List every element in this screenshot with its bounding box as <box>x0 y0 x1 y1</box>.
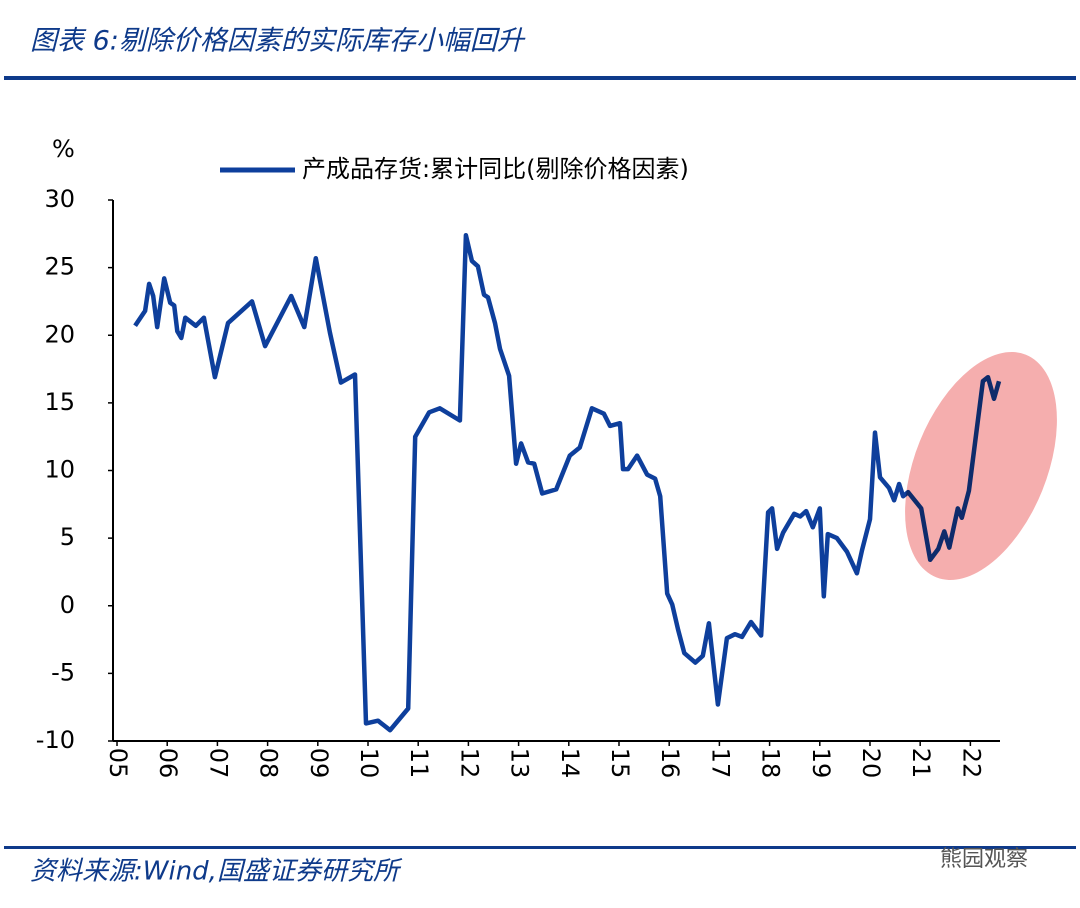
y-tick-label: 0 <box>60 591 75 619</box>
y-tick-label: 20 <box>44 320 75 348</box>
y-tick-label: 15 <box>44 388 75 416</box>
y-tick-label: 25 <box>44 253 75 281</box>
highlight-ellipse <box>905 352 1057 580</box>
x-tick-label: 11 <box>405 748 433 779</box>
x-tick-label: 20 <box>857 748 885 779</box>
x-tick-label: 17 <box>706 748 734 779</box>
y-tick-label: 5 <box>60 523 75 551</box>
x-tick-label: 22 <box>957 748 985 779</box>
header-title: 图表 6:剔除价格因素的实际库存小幅回升 <box>30 26 526 57</box>
header-rule <box>4 76 1076 80</box>
x-tick-label: 10 <box>355 748 383 779</box>
x-tick-label: 14 <box>556 748 584 779</box>
legend-label: 产成品存货:累计同比(剔除价格因素) <box>302 155 689 183</box>
data-line <box>133 232 1002 733</box>
y-tick-label: -5 <box>51 658 75 686</box>
x-tick-label: 09 <box>305 748 333 779</box>
x-tick-label: 05 <box>104 748 132 779</box>
x-tick-label: 19 <box>807 748 835 779</box>
x-tick-label: 08 <box>255 748 283 779</box>
x-tick-label: 13 <box>506 748 534 779</box>
watermark: 熊园观察 <box>940 847 1028 872</box>
footer-source: 资料来源:Wind,国盛证券研究所 <box>30 857 403 887</box>
x-tick-label: 15 <box>606 748 634 779</box>
x-tick-label: 12 <box>455 748 483 779</box>
y-tick-label: 30 <box>44 185 75 213</box>
x-tick-label: 18 <box>757 748 785 779</box>
y-tick-label: -10 <box>36 726 75 754</box>
x-tick-label: 21 <box>907 748 935 779</box>
x-tick-label: 16 <box>656 748 684 779</box>
y-tick-label: 10 <box>44 456 75 484</box>
x-tick-label: 06 <box>154 748 182 779</box>
x-tick-label: 07 <box>204 748 232 779</box>
footer-rule <box>4 846 1076 849</box>
y-unit: % <box>52 135 75 163</box>
